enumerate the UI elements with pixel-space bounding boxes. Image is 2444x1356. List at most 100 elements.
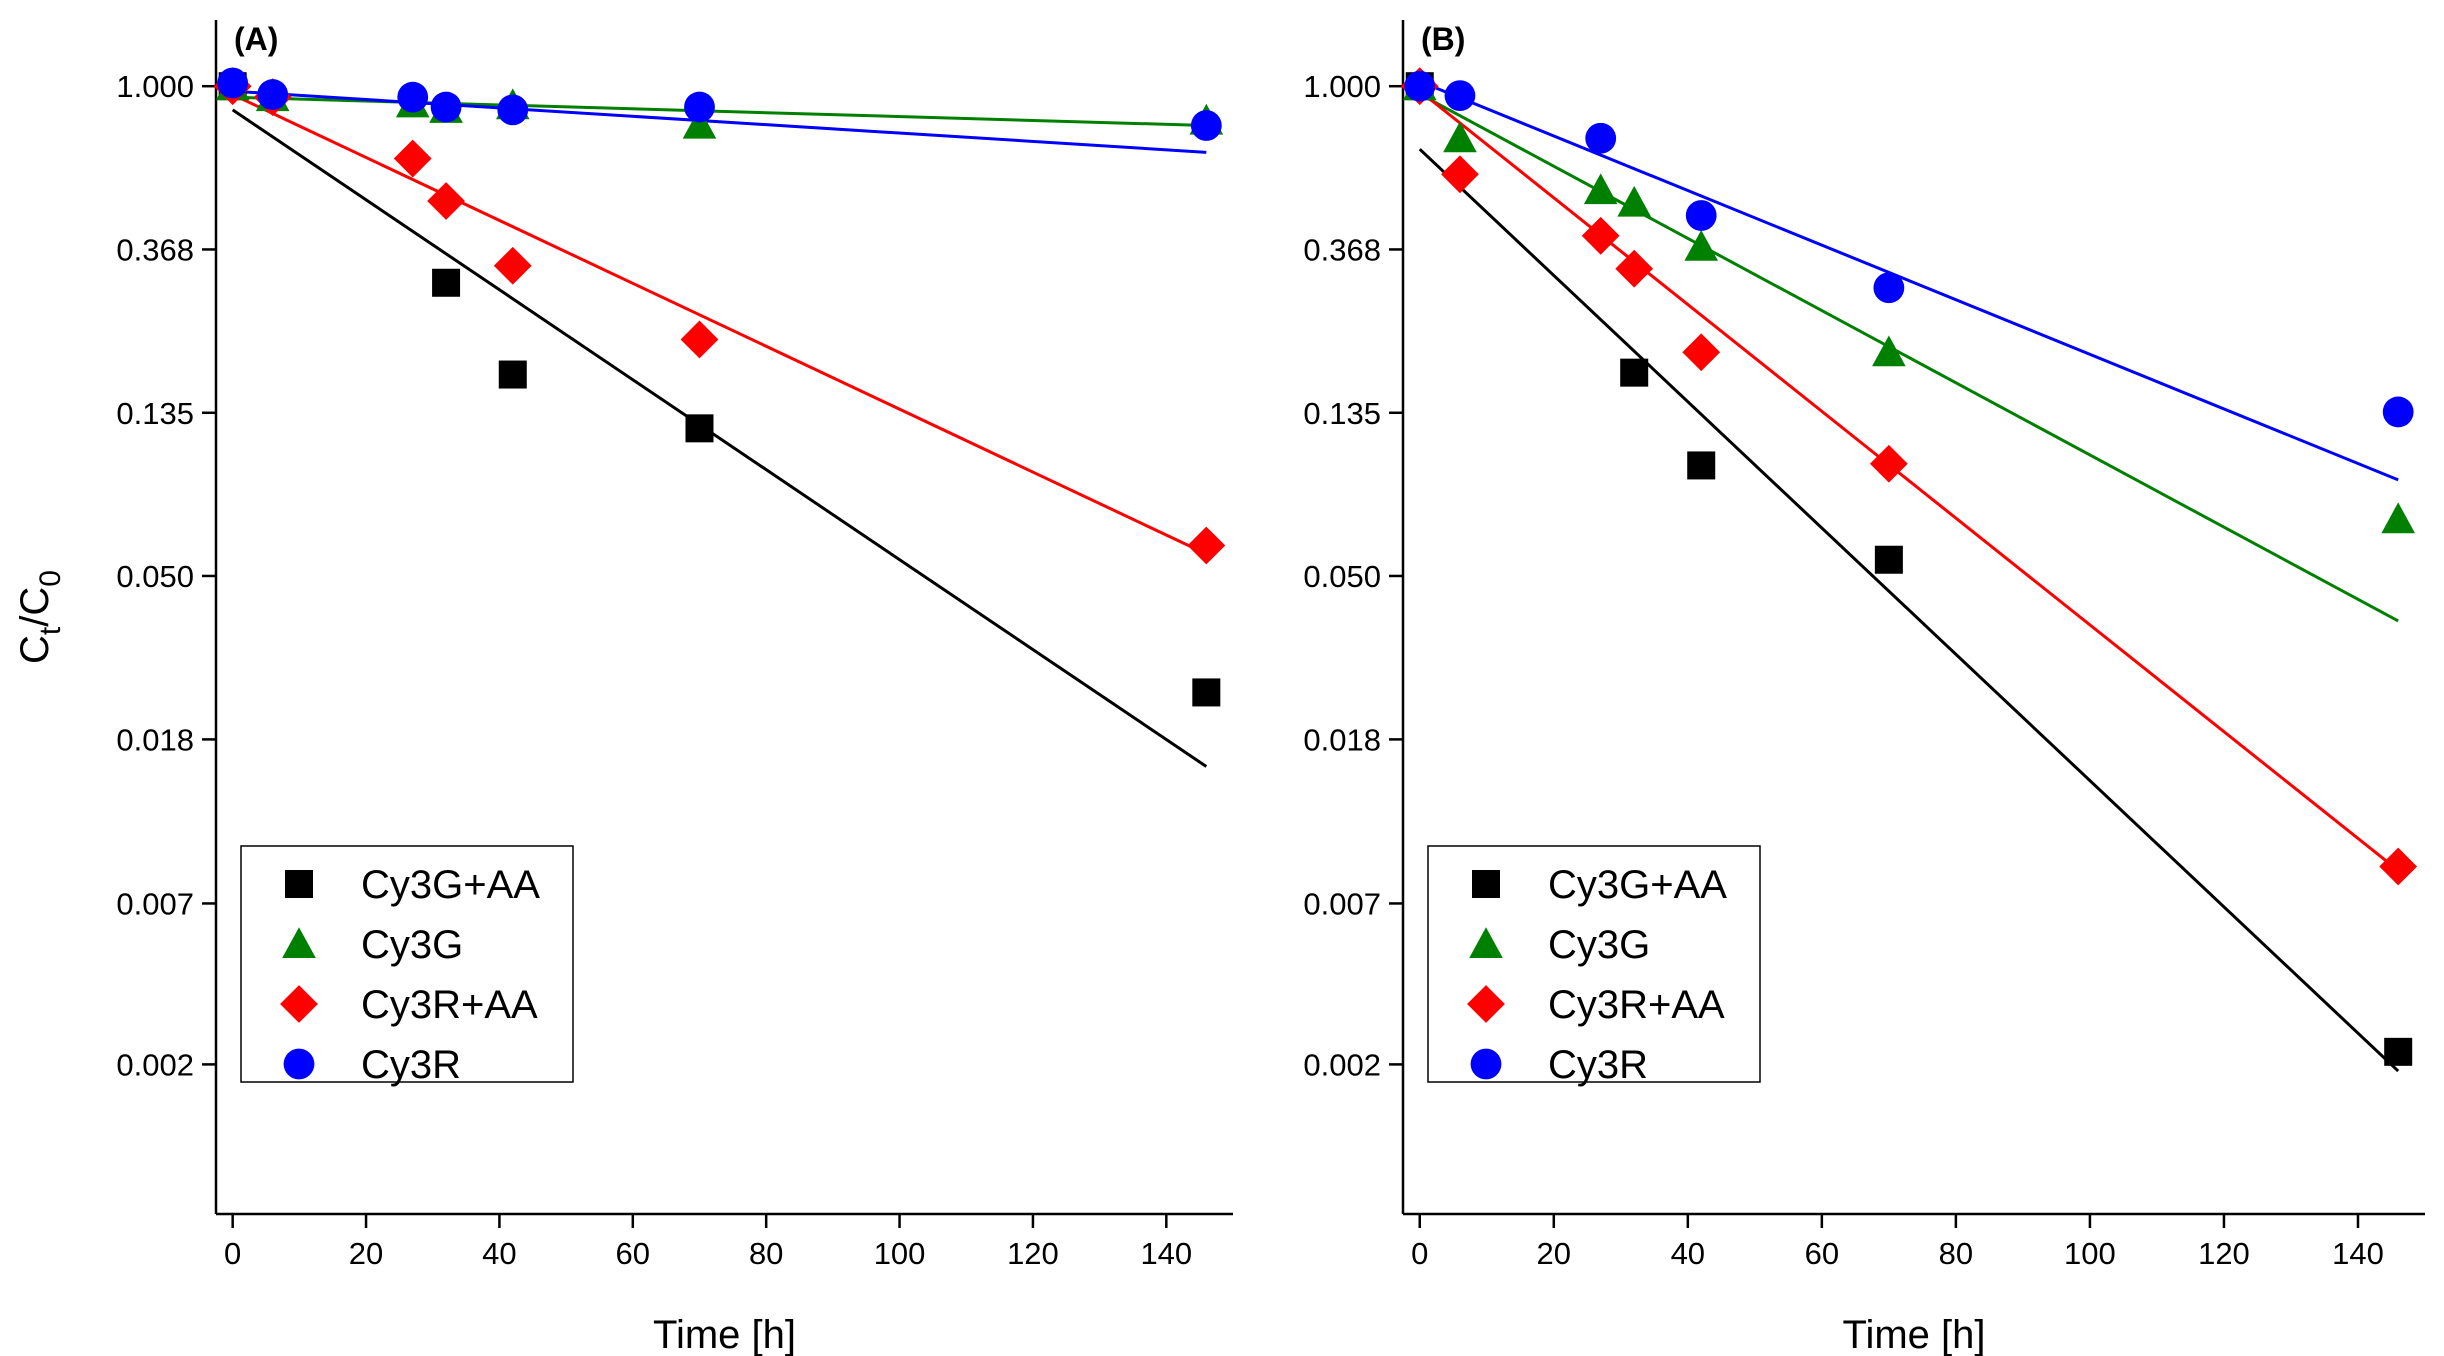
marker-circle [1585, 122, 1617, 154]
marker-square [1192, 678, 1221, 707]
marker-diamond [427, 182, 465, 220]
fit-line [1418, 148, 2400, 1073]
x-tick-label: 20 [349, 1236, 383, 1271]
legend-label: Cy3R+AA [1548, 983, 1725, 1027]
marker-triangle [1617, 185, 1652, 217]
y-axis-label: Ct/C0 [13, 570, 67, 664]
fit-line [1419, 92, 2399, 623]
y-tick-label: 0.050 [1303, 559, 1381, 594]
marker-diamond [1467, 985, 1505, 1023]
marker-square [432, 268, 461, 297]
x-tick-label: 120 [1007, 1236, 1059, 1271]
marker-diamond [280, 985, 318, 1023]
marker-circle [1190, 110, 1222, 141]
legend-label: Cy3R+AA [361, 983, 538, 1027]
marker-square [2384, 1037, 2413, 1066]
marker-triangle [1583, 173, 1618, 205]
y-tick-label: 0.007 [1303, 886, 1381, 921]
x-tick-label: 60 [1805, 1236, 1839, 1271]
y-tick-label: 0.050 [116, 559, 194, 594]
x-tick-label: 120 [2198, 1236, 2250, 1271]
marker-circle [2382, 396, 2414, 428]
y-tick-label: 0.135 [1303, 396, 1381, 431]
panel-label: (A) [234, 21, 278, 57]
y-tick-label: 0.002 [116, 1047, 194, 1082]
marker-square [498, 360, 527, 389]
x-tick-label: 60 [616, 1236, 650, 1271]
marker-circle [430, 91, 462, 123]
x-axis-label: Time [h] [653, 1313, 796, 1356]
y-tick-label: 0.368 [1303, 232, 1381, 267]
marker-triangle [2381, 502, 2415, 534]
y-tick-label: 0.002 [1303, 1047, 1381, 1082]
x-tick-label: 80 [749, 1236, 783, 1271]
marker-circle [684, 91, 715, 123]
x-tick-label: 100 [2064, 1236, 2116, 1271]
chart: 0 20 40 60 80 100 120 140 1.000 0.368 0.135 0.050 0.… [13, 20, 1233, 1356]
legend-label: Cy3R [361, 1043, 461, 1087]
legend-label: Cy3G+AA [361, 863, 540, 907]
y-tick-label: 0.368 [116, 232, 194, 267]
y-tick-label: 0.018 [116, 722, 194, 757]
panel-label: (B) [1421, 21, 1465, 57]
legend-label: Cy3G [361, 923, 463, 967]
x-tick-label: 100 [874, 1236, 926, 1271]
marker-square [1874, 545, 1903, 574]
marker-triangle [1469, 927, 1503, 958]
fit-line [1418, 89, 2400, 872]
y-label-text: C [13, 635, 57, 664]
marker-diamond [1682, 333, 1721, 372]
y-tick-label: 0.018 [1303, 722, 1381, 757]
marker-circle [1444, 80, 1476, 112]
x-tick-label: 0 [224, 1236, 241, 1271]
marker-diamond [2379, 847, 2418, 886]
chart: 0 20 40 60 80 100 120 140 1.000 0.368 0.135 0.050 0.… [1303, 20, 2425, 1356]
marker-triangle [1684, 229, 1719, 261]
fit-line [231, 108, 1208, 768]
marker-triangle [1872, 335, 1906, 367]
marker-square [285, 870, 313, 898]
marker-triangle [682, 107, 717, 139]
marker-circle [497, 94, 529, 126]
marker-circle [257, 79, 289, 110]
marker-square [1620, 358, 1649, 387]
marker-diamond [1615, 249, 1654, 288]
x-tick-label: 80 [1939, 1236, 1973, 1271]
marker-diamond [680, 320, 719, 359]
marker-circle [1873, 272, 1905, 304]
x-tick-label: 140 [2332, 1236, 2384, 1271]
y-tick-label: 1.000 [1303, 69, 1381, 104]
marker-diamond [1581, 216, 1620, 255]
marker-diamond [1187, 526, 1226, 565]
marker-square [1687, 451, 1716, 480]
x-tick-label: 40 [482, 1236, 516, 1271]
marker-diamond [493, 246, 532, 285]
y-label-subscript: 0 [34, 570, 67, 587]
legend-label: Cy3G [1548, 923, 1650, 967]
marker-circle [217, 67, 249, 99]
marker-circle [1404, 70, 1436, 102]
y-label-subscript: t [34, 626, 67, 635]
x-tick-label: 40 [1671, 1236, 1705, 1271]
marker-diamond [393, 139, 432, 178]
marker-circle [397, 81, 429, 113]
fit-line [1419, 79, 2399, 482]
marker-triangle [1443, 121, 1477, 153]
y-tick-label: 0.007 [116, 886, 194, 921]
x-tick-label: 140 [1140, 1236, 1192, 1271]
marker-circle [1685, 200, 1717, 231]
marker-circle [1470, 1048, 1502, 1080]
marker-circle [283, 1048, 315, 1080]
x-axis-label: Time [h] [1843, 1313, 1986, 1356]
y-tick-label: 1.000 [116, 69, 194, 104]
marker-square [1472, 870, 1500, 898]
x-tick-label: 0 [1411, 1236, 1428, 1271]
fit-line [232, 93, 1207, 556]
marker-square [685, 414, 714, 443]
y-label-text: /C [13, 587, 57, 627]
marker-triangle [282, 927, 316, 958]
y-tick-label: 0.135 [116, 396, 194, 431]
marker-diamond [1869, 444, 1908, 483]
